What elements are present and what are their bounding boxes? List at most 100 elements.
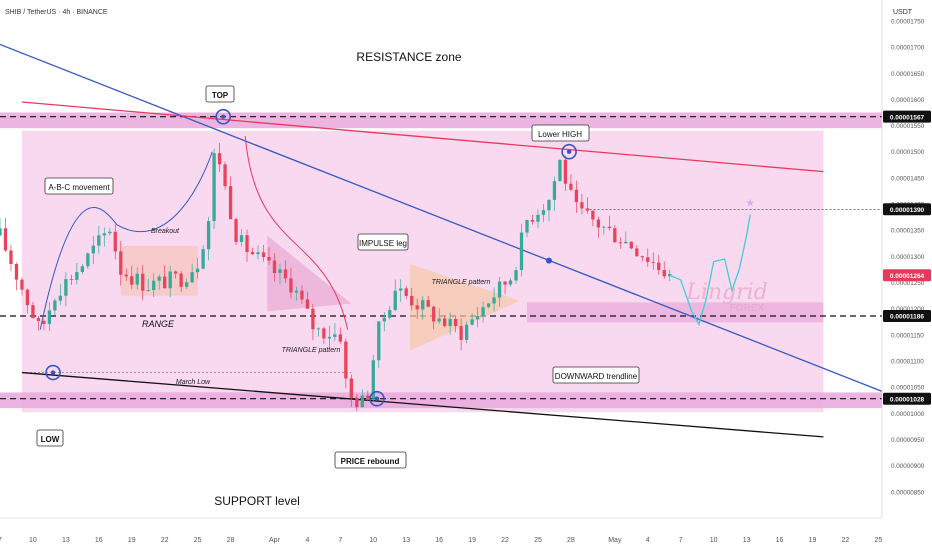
candle [558,159,562,182]
time-tick-label: 16 [95,537,103,544]
candle-body [91,245,95,254]
candle [152,273,156,298]
candle [443,315,447,328]
candle-body [327,336,332,339]
low-label: LOW [41,435,60,444]
candle [75,262,79,285]
candle-body [525,219,529,233]
candle-body [541,210,546,215]
price-tick-label: 0.00001750 [891,18,925,25]
candle-body [580,202,584,209]
price-tick-label: 0.00000950 [891,437,925,444]
march-low-label: March Low [176,379,211,386]
candle [470,313,474,326]
time-tick-label: 10 [369,537,377,544]
candle-body [300,290,304,300]
time-tick-label: 28 [567,537,575,544]
candle-body [393,290,397,311]
impulse-label: IMPULSE leg [359,239,407,248]
candle-body [635,248,639,257]
support-band [0,392,882,409]
candle-body [624,241,628,244]
candle [410,288,414,311]
candle [20,277,24,296]
time-tick-label: 22 [501,537,509,544]
time-tick-label: 7 [679,537,683,544]
candle [486,302,491,309]
candle-body [234,219,238,242]
candle-body [201,249,205,269]
candle [283,260,288,283]
time-tick-label: 19 [468,537,476,544]
price-rebound-label: PRICE rebound [341,457,400,466]
candle [624,231,628,244]
candle-body [3,228,8,251]
candle [464,321,469,344]
triangle-pattern-2 [409,264,520,351]
time-tick-label: 13 [62,537,70,544]
candle-body [58,295,63,301]
candle-body [278,269,282,274]
candle [366,390,370,401]
candle-body [508,280,513,285]
candle [124,268,128,281]
time-tick-label: May [608,537,622,544]
time-tick-label: 28 [227,537,235,544]
candle-body [443,318,447,327]
candle [613,224,617,243]
price-axis: USDT 0.00000850 0.00000900 0.00000950 0.0000… [881,0,932,550]
price-rebound-callout: PRICE rebound [334,451,407,469]
price-tick-label: 0.00001650 [891,71,925,78]
candle-body [119,251,123,275]
candle [311,303,315,341]
candle-body [519,232,524,271]
time-tick-label: 25 [874,537,882,544]
price-badge-label: 0.00001390 [890,207,925,214]
candle-body [569,183,573,190]
support-trendline [21,371,824,438]
candle-body [141,273,145,291]
time-tick-label: 7 [0,537,2,544]
candle-body [31,305,35,319]
candle-body [36,318,41,321]
price-tick-label: 0.00000900 [891,463,925,470]
candle [448,312,452,335]
candle [481,301,485,323]
price-badge-bg [883,310,931,323]
candle [596,216,601,238]
candle [102,227,106,247]
candle [91,236,95,264]
candle [64,272,68,307]
candle [163,265,167,289]
support-level-label: SUPPORT level [214,494,300,508]
candle-body [69,279,74,280]
candle-body [382,317,386,322]
candle-body [223,164,227,187]
candle-body [585,208,590,211]
candle [9,244,13,272]
candle-body [267,257,271,261]
candle-body [212,153,216,222]
candle [437,307,441,325]
candle [294,286,299,301]
time-tick-label: 16 [435,537,443,544]
candle [607,215,611,231]
candle [635,245,639,257]
time-tick-label: 16 [776,537,784,544]
candle [547,199,551,222]
candle [217,143,222,173]
lower-high-callout: Lower HIGH [531,124,590,142]
trendlines-layer [0,43,883,438]
top-callout: TOP [205,85,235,103]
candle-body [113,231,117,252]
candle-body [152,280,156,290]
candle [25,288,30,314]
candle [31,301,35,319]
candle-body [174,271,178,274]
candle-body [530,219,535,222]
candle [360,389,364,408]
price-tick-label: 0.00000850 [891,489,925,496]
candle-body [574,189,579,203]
pivot-dot-0 [221,114,226,119]
